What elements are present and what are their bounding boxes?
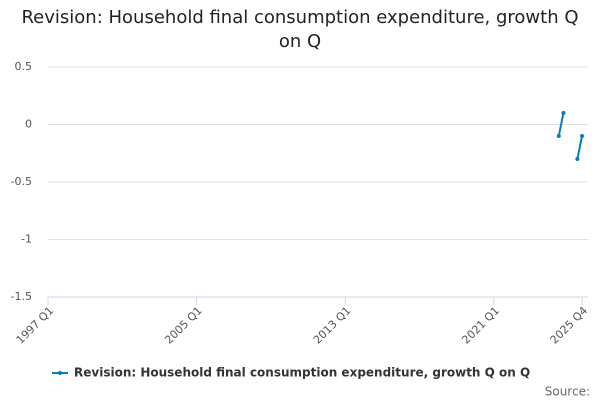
chart-title: Revision: Household final consumption ex…: [21, 7, 579, 52]
y-tick-label: -1: [21, 233, 32, 246]
data-line: [557, 112, 565, 137]
source-label: Source:: [545, 385, 590, 399]
x-tick-label: 2005 Q1: [162, 304, 205, 347]
data-point: [580, 134, 584, 138]
x-tick-label: 1997 Q1: [14, 304, 57, 347]
legend-label: Revision: Household final consumption ex…: [74, 366, 530, 380]
legend-item: Revision: Household final consumption ex…: [52, 366, 530, 380]
data-point: [561, 111, 566, 115]
data-point: [556, 134, 561, 138]
data-line: [576, 135, 583, 160]
x-tick-label: 2021 Q1: [459, 304, 502, 347]
data-point: [575, 157, 580, 161]
y-tick-label: -1.5: [11, 290, 32, 303]
x-tick-label: 2013 Q1: [311, 304, 354, 347]
legend-marker: [58, 371, 62, 375]
y-tick-label: -0.5: [11, 175, 32, 188]
y-tick-label: 0.5: [15, 60, 33, 73]
x-tick-label: 2025 Q4: [548, 304, 591, 347]
y-tick-label: 0: [25, 118, 32, 131]
